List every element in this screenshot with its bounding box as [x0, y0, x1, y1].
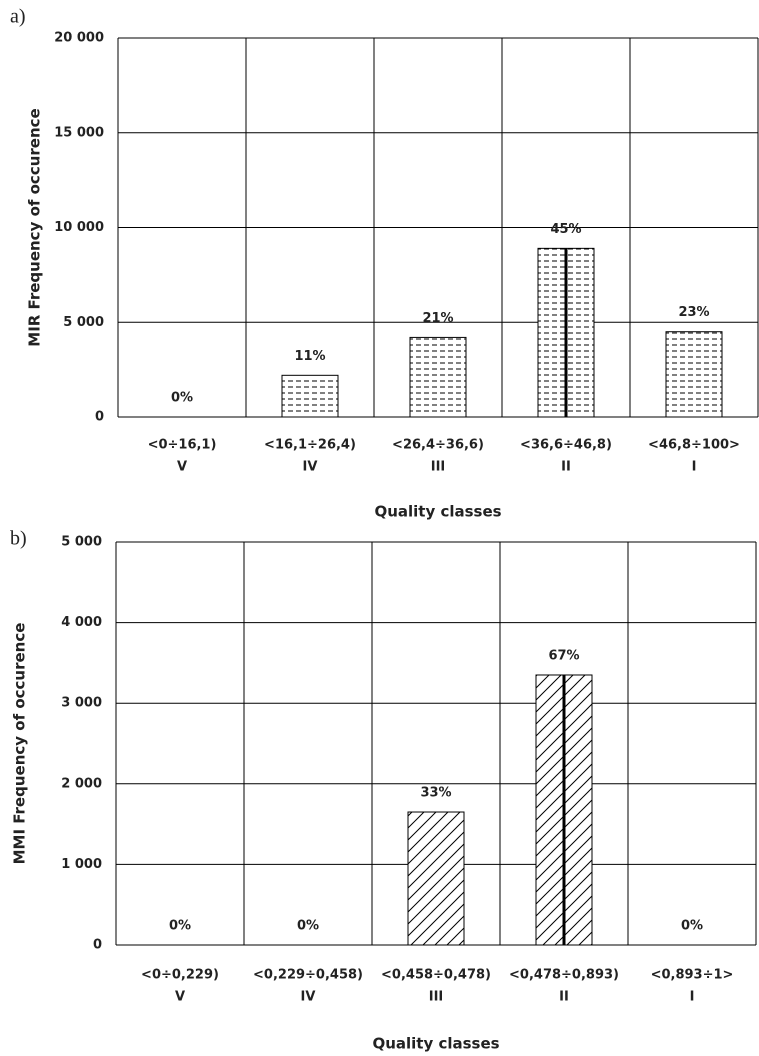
y-axis-title: MIR Frequency of occurence — [26, 108, 44, 346]
y-tick-label: 5 000 — [61, 535, 102, 550]
y-tick-label: 4 000 — [61, 615, 102, 630]
y-tick-label: 0 — [93, 938, 102, 953]
class-label: III — [429, 990, 444, 1005]
y-tick-label: 1 000 — [61, 857, 102, 872]
y-tick-label: 5 000 — [63, 315, 104, 330]
share-label: 0% — [297, 919, 319, 934]
class-label: IV — [303, 460, 318, 475]
x-tick-label: <0÷0,229) — [141, 968, 219, 983]
class-label: V — [177, 460, 187, 475]
share-label: 0% — [171, 391, 193, 406]
bar — [409, 336, 467, 418]
x-tick-label: <46,8÷100> — [648, 438, 740, 453]
bar — [281, 374, 339, 418]
x-tick-label: <0,229÷0,458) — [253, 968, 363, 983]
class-label: I — [692, 460, 697, 475]
x-tick-label: <0,478÷0,893) — [509, 968, 619, 983]
share-label: 0% — [169, 919, 191, 934]
share-label: 67% — [548, 648, 579, 663]
panel-label: a) — [10, 6, 26, 28]
class-label: III — [431, 460, 446, 475]
y-tick-label: 3 000 — [61, 696, 102, 711]
y-tick-label: 0 — [95, 410, 104, 425]
bar — [407, 811, 465, 946]
x-tick-label: <0,893÷1> — [651, 968, 734, 983]
bar — [665, 331, 723, 418]
class-label: II — [561, 460, 571, 475]
class-label: I — [690, 990, 695, 1005]
class-label: IV — [301, 990, 316, 1005]
x-tick-label: <0÷16,1) — [148, 438, 217, 453]
share-label: 23% — [678, 305, 709, 320]
x-tick-label: <36,6÷46,8) — [520, 438, 612, 453]
y-tick-label: 2 000 — [61, 776, 102, 791]
x-tick-label: <16,1÷26,4) — [264, 438, 356, 453]
y-axis-title: MMI Frequency of occurence — [11, 623, 29, 865]
share-label: 11% — [294, 349, 325, 364]
x-tick-label: <26,4÷36,6) — [392, 438, 484, 453]
x-tick-label: <0,458÷0,478) — [381, 968, 491, 983]
share-label: 45% — [550, 222, 581, 237]
share-label: 21% — [422, 311, 453, 326]
panel-label: b) — [10, 528, 27, 550]
share-label: 33% — [420, 786, 451, 801]
share-label: 0% — [681, 919, 703, 934]
y-tick-label: 10 000 — [54, 220, 104, 235]
x-axis-title: Quality classes — [374, 503, 501, 521]
x-axis-title: Quality classes — [372, 1035, 499, 1053]
class-label: II — [559, 990, 569, 1005]
y-tick-label: 15 000 — [54, 125, 104, 140]
class-label: V — [175, 990, 185, 1005]
y-tick-label: 20 000 — [54, 31, 104, 46]
